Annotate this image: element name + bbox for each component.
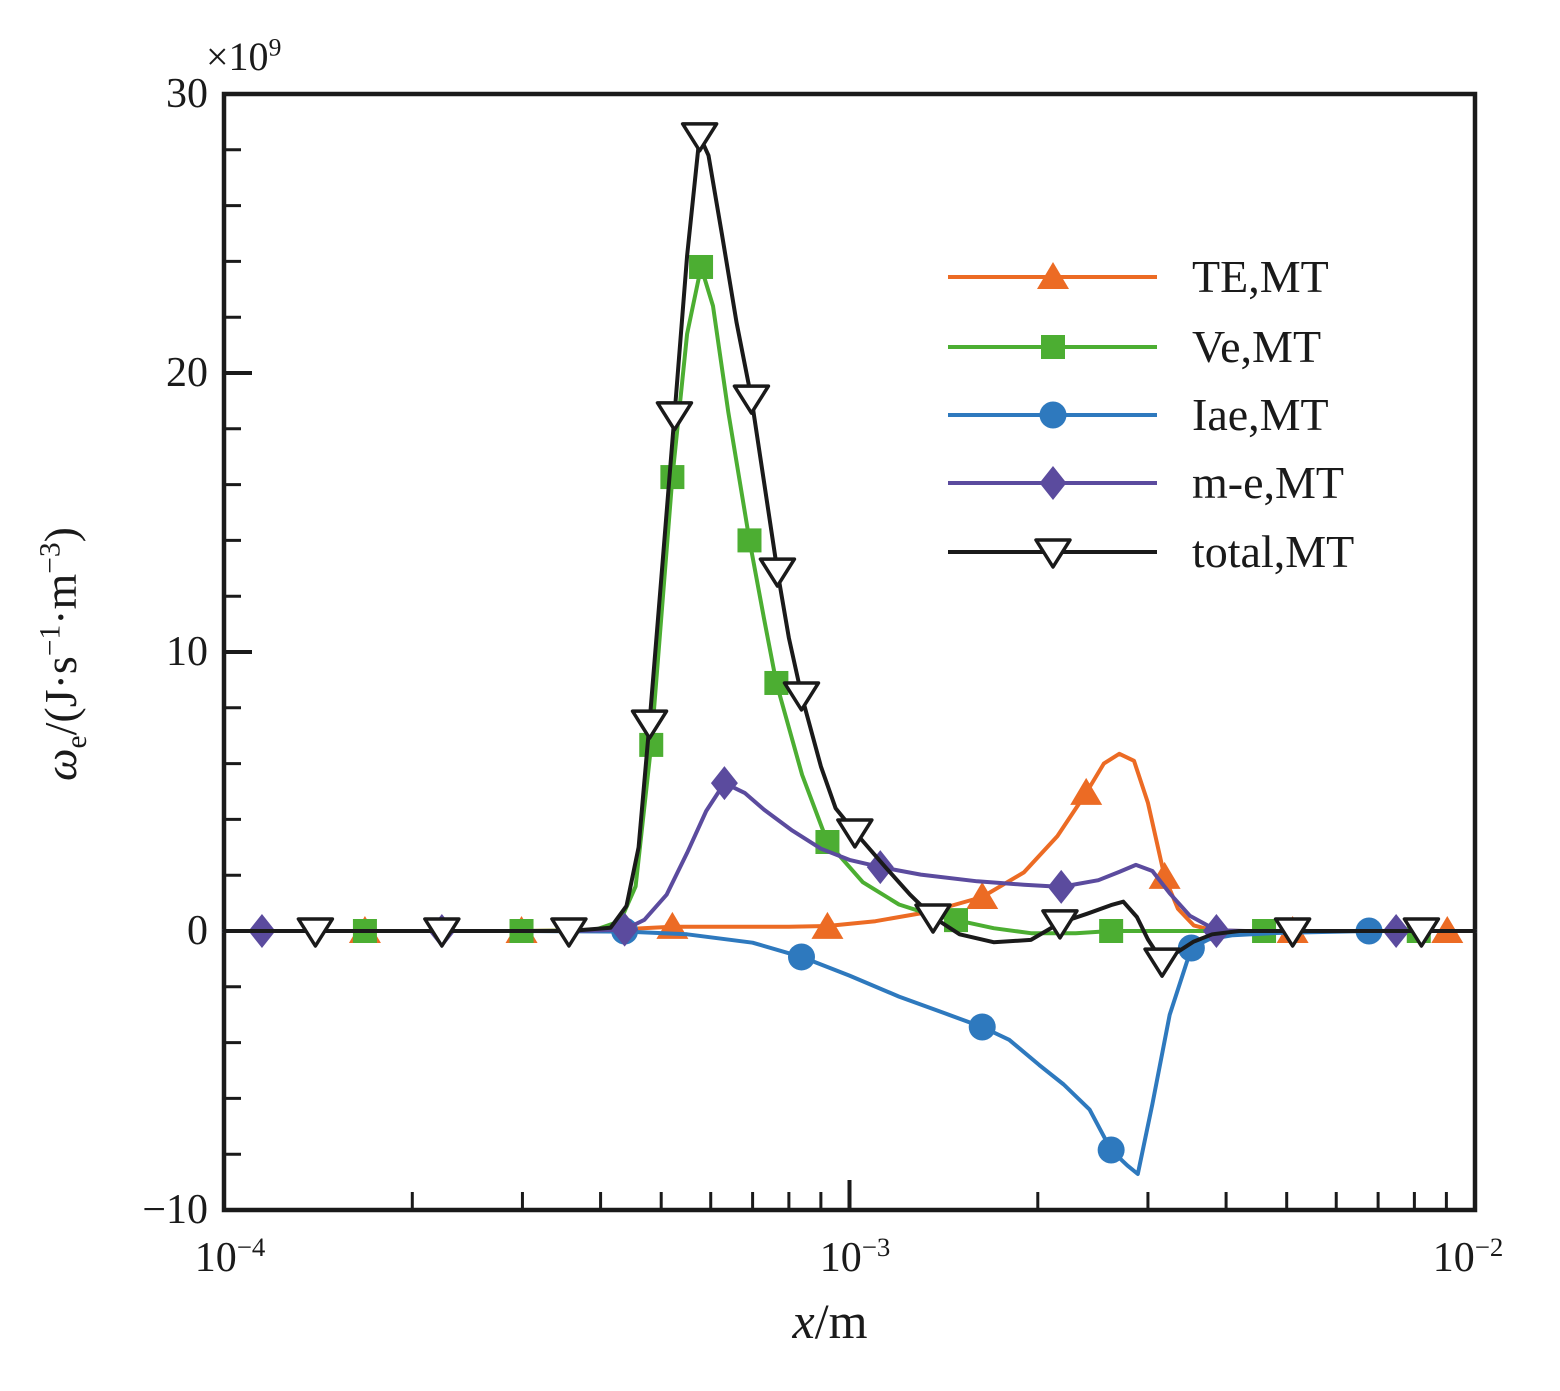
series-legend-ve-mt-marker-square-icon — [1041, 335, 1065, 359]
x-axis-title: x/m — [792, 1293, 868, 1349]
series-total-mt-marker-triangle-down-icon — [655, 401, 694, 432]
series-m-e-mt-marker-diamond-icon — [866, 850, 894, 885]
legend-label-m-e-mt: m-e,MT — [1192, 457, 1345, 508]
legend-label-iae-mt: Iae,MT — [1192, 389, 1329, 440]
series-total-mt-marker-triangle-down-icon — [550, 917, 588, 948]
series-total-mt-marker-triangle-down-icon — [758, 557, 797, 588]
series-legend-total-mt-marker-triangle-down-icon — [1034, 538, 1072, 569]
series-te-mt-line — [222, 751, 1477, 933]
series-te-mt-marker-triangle-up-icon — [966, 881, 999, 909]
series-m-e-mt-line — [222, 781, 1477, 933]
series-total-mt-marker-triangle-down-icon — [1143, 947, 1181, 978]
series-total-mt-marker-triangle-down-icon — [680, 122, 719, 153]
series-total-mt-marker-triangle-down-icon — [1402, 917, 1441, 948]
series-total-mt-marker-triangle-down-icon — [836, 818, 874, 849]
series-iae-mt-marker-circle-icon — [968, 1013, 996, 1041]
series-ve-mt-marker-square-icon — [737, 528, 762, 553]
series-total-mt-marker-triangle-down-icon — [1273, 917, 1312, 948]
axes-box — [221, 91, 1478, 1213]
x-tick-label-1e-4: 10−4 — [194, 1232, 266, 1281]
series-m-e-mt-marker-diamond-icon — [1202, 914, 1230, 948]
legend-label-total-mt: total,MT — [1192, 526, 1355, 577]
series-total-mt-marker-triangle-down-icon — [732, 384, 771, 415]
y-tick-label-20: 20 — [166, 350, 208, 396]
series-m-e-mt-marker-diamond-icon — [710, 766, 738, 801]
y-axis-title: ωe/(J·s−1·m−3) — [34, 527, 94, 781]
series-total-mt-marker-triangle-down-icon — [782, 681, 821, 712]
series-legend-te-mt-marker-triangle-up-icon — [1037, 262, 1069, 289]
series-iae-mt-marker-circle-icon — [1097, 1136, 1125, 1164]
y-axis-offset-label: ×109 — [206, 32, 282, 79]
series-te-mt-marker-triangle-up-icon — [811, 911, 844, 939]
series-ve-mt-marker-square-icon — [689, 254, 714, 279]
y-tick-label-30: 30 — [166, 71, 208, 117]
legend-label-te-mt: TE,MT — [1192, 251, 1329, 302]
series-m-e-mt-marker-diamond-icon — [1047, 869, 1075, 904]
series-total-mt-marker-triangle-down-icon — [630, 709, 669, 740]
series-legend-iae-mt-marker-circle-icon — [1039, 401, 1067, 429]
legend-label-ve-mt: Ve,MT — [1192, 321, 1322, 372]
series-iae-mt-line — [222, 929, 1477, 1176]
series-legend-m-e-mt-marker-diamond-icon — [1039, 466, 1067, 500]
x-tick-label-1e-2: 10−2 — [1432, 1232, 1504, 1281]
series-te-mt-marker-triangle-up-icon — [1148, 861, 1181, 889]
x-tick-label-1e-3: 10−3 — [819, 1232, 891, 1281]
series-m-e-mt-marker-diamond-icon — [611, 912, 639, 947]
series-ve-mt-marker-square-icon — [1099, 919, 1124, 943]
series-ve-mt-marker-square-icon — [660, 465, 685, 490]
series-iae-mt-marker-circle-icon — [787, 943, 815, 971]
y-tick-label-minus10: −10 — [142, 1187, 208, 1233]
y-tick-label-10: 10 — [166, 629, 208, 675]
series-total-mt-marker-triangle-down-icon — [423, 917, 461, 948]
series-total-mt-marker-triangle-down-icon — [914, 903, 952, 934]
series-te-mt-marker-triangle-up-icon — [1070, 777, 1103, 805]
series-total-mt-marker-triangle-down-icon — [1041, 909, 1079, 940]
series-total-mt-marker-triangle-down-icon — [296, 917, 335, 948]
y-tick-label-0: 0 — [187, 908, 208, 954]
